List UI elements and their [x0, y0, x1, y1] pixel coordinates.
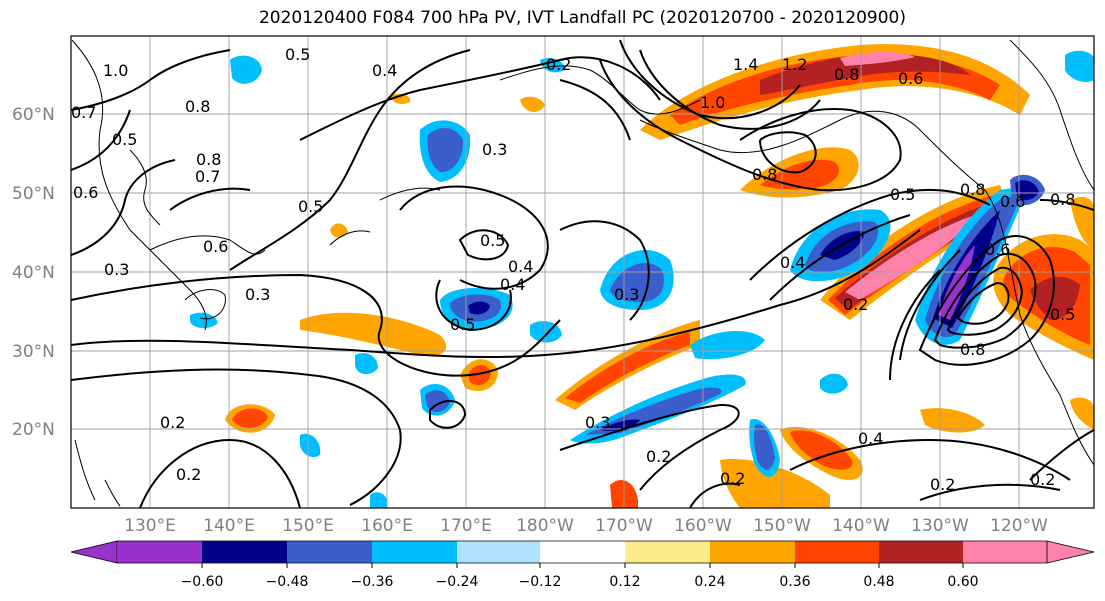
colorbar: −0.60 −0.48 −0.36 −0.24 −0.12 0.12 0.24 …	[70, 540, 1095, 590]
colorbar-tick-label: 0.12	[609, 574, 640, 590]
latitude-labels: 60°N 50°N 40°N 30°N 20°N	[12, 105, 55, 440]
lon-label: 170°W	[595, 516, 653, 536]
contour-label: 0.2	[930, 475, 955, 494]
colorbar-swatch	[963, 541, 1047, 563]
map-frame	[70, 35, 1095, 509]
colorbar-swatch	[202, 541, 287, 563]
contour-label: 0.5	[1050, 305, 1075, 324]
lat-label: 60°N	[12, 105, 55, 125]
lat-label: 30°N	[12, 342, 55, 362]
contour-label: 0.2	[176, 465, 201, 484]
lon-label: 120°W	[990, 516, 1048, 536]
colorbar-swatch	[287, 541, 372, 563]
contour-label: 0.3	[245, 285, 270, 304]
contour-label: 0.2	[720, 469, 745, 488]
longitude-labels: 130°E 140°E 150°E 160°E 170°E 180°W 170°…	[124, 516, 1048, 536]
colorbar-tick-label: 0.24	[694, 574, 725, 590]
contour-label: 0.3	[585, 413, 610, 432]
contour-label: 0.4	[508, 257, 533, 276]
lon-label: 130°W	[911, 516, 969, 536]
coastlines	[71, 39, 1094, 507]
colorbar-tick-label: −0.60	[181, 574, 224, 590]
colorbar-swatch	[457, 541, 540, 563]
colorbar-swatch	[795, 541, 879, 563]
contour-label: 0.3	[614, 285, 639, 304]
contour-label: 0.8	[752, 165, 777, 184]
contour-label: 0.5	[890, 185, 915, 204]
colorbar-tick-label: −0.12	[519, 574, 562, 590]
contour-label: 0.4	[500, 275, 525, 294]
contour-label: 0.8	[960, 340, 985, 359]
lon-label: 180°W	[516, 516, 574, 536]
contour-label: 0.5	[298, 197, 323, 216]
colorbar-swatch	[117, 541, 202, 563]
contour-label: 0.6	[1000, 192, 1025, 211]
contour-label: 0.2	[1030, 470, 1055, 489]
colorbar-swatch	[879, 541, 963, 563]
colorbar-tick-label: 0.48	[863, 574, 894, 590]
colorbar-tick-label: 0.36	[779, 574, 810, 590]
contour-label: 0.5	[285, 45, 310, 64]
lon-label: 160°W	[674, 516, 732, 536]
contour-label: 0.3	[482, 140, 507, 159]
lon-label: 160°E	[361, 516, 413, 536]
contour-label: 0.4	[858, 429, 883, 448]
contour-label: 1.4	[733, 55, 758, 74]
contour-label: 0.6	[898, 69, 923, 88]
contour-label: 0.5	[450, 315, 475, 334]
colorbar-extend-max	[1046, 540, 1095, 564]
colorbar-swatch	[372, 541, 457, 563]
lat-label: 20°N	[12, 420, 55, 440]
contour-label: 0.2	[546, 55, 571, 74]
contour-label: 0.6	[985, 240, 1010, 259]
contour-label: 0.8	[960, 180, 985, 199]
contour-label: 0.4	[780, 253, 805, 272]
colorbar-swatch	[625, 541, 710, 563]
contour-label: 1.0	[103, 61, 128, 80]
colorbar-extend-min	[70, 540, 118, 564]
contour-label: 0.8	[1050, 190, 1075, 209]
contour-label: 1.2	[782, 55, 807, 74]
contour-label: 0.8	[185, 97, 210, 116]
colorbar-tick-label: −0.36	[351, 574, 394, 590]
contour-label: 0.5	[480, 231, 505, 250]
contour-label: 0.6	[73, 183, 98, 202]
colorbar-tick-label: 0.60	[947, 574, 978, 590]
lon-label: 140°E	[203, 516, 255, 536]
contour-label: 0.8	[196, 150, 221, 169]
pv-contours	[71, 39, 1094, 508]
contour-label: 0.7	[195, 167, 220, 186]
colorbar-tick-label: −0.24	[436, 574, 479, 590]
lon-label: 140°W	[832, 516, 890, 536]
shaded-anomalies	[190, 44, 1094, 508]
contour-label: 0.2	[843, 295, 868, 314]
contour-label: 0.7	[71, 103, 96, 122]
colorbar-swatch	[710, 541, 795, 563]
contour-label: 1.0	[700, 93, 725, 112]
contour-labels: 1.0 0.5 0.4 0.2 1.4 1.2 0.8 0.6 0.7 0.8 …	[71, 45, 1075, 494]
colorbar-swatch	[540, 541, 625, 563]
contour-label: 0.6	[203, 237, 228, 256]
lat-label: 50°N	[12, 184, 55, 204]
contour-label: 0.8	[834, 65, 859, 84]
lon-label: 130°E	[124, 516, 176, 536]
map-title: 2020120400 F084 700 hPa PV, IVT Landfall…	[258, 8, 906, 28]
contour-label: 0.2	[646, 447, 671, 466]
lon-label: 150°W	[753, 516, 811, 536]
lat-label: 40°N	[12, 263, 55, 283]
colorbar-tick-label: −0.48	[266, 574, 309, 590]
contour-label: 0.3	[104, 260, 129, 279]
contour-label: 0.2	[160, 413, 185, 432]
contour-label: 0.4	[372, 61, 397, 80]
lon-label: 170°E	[440, 516, 492, 536]
lon-label: 150°E	[282, 516, 334, 536]
contour-label: 0.5	[112, 130, 137, 149]
